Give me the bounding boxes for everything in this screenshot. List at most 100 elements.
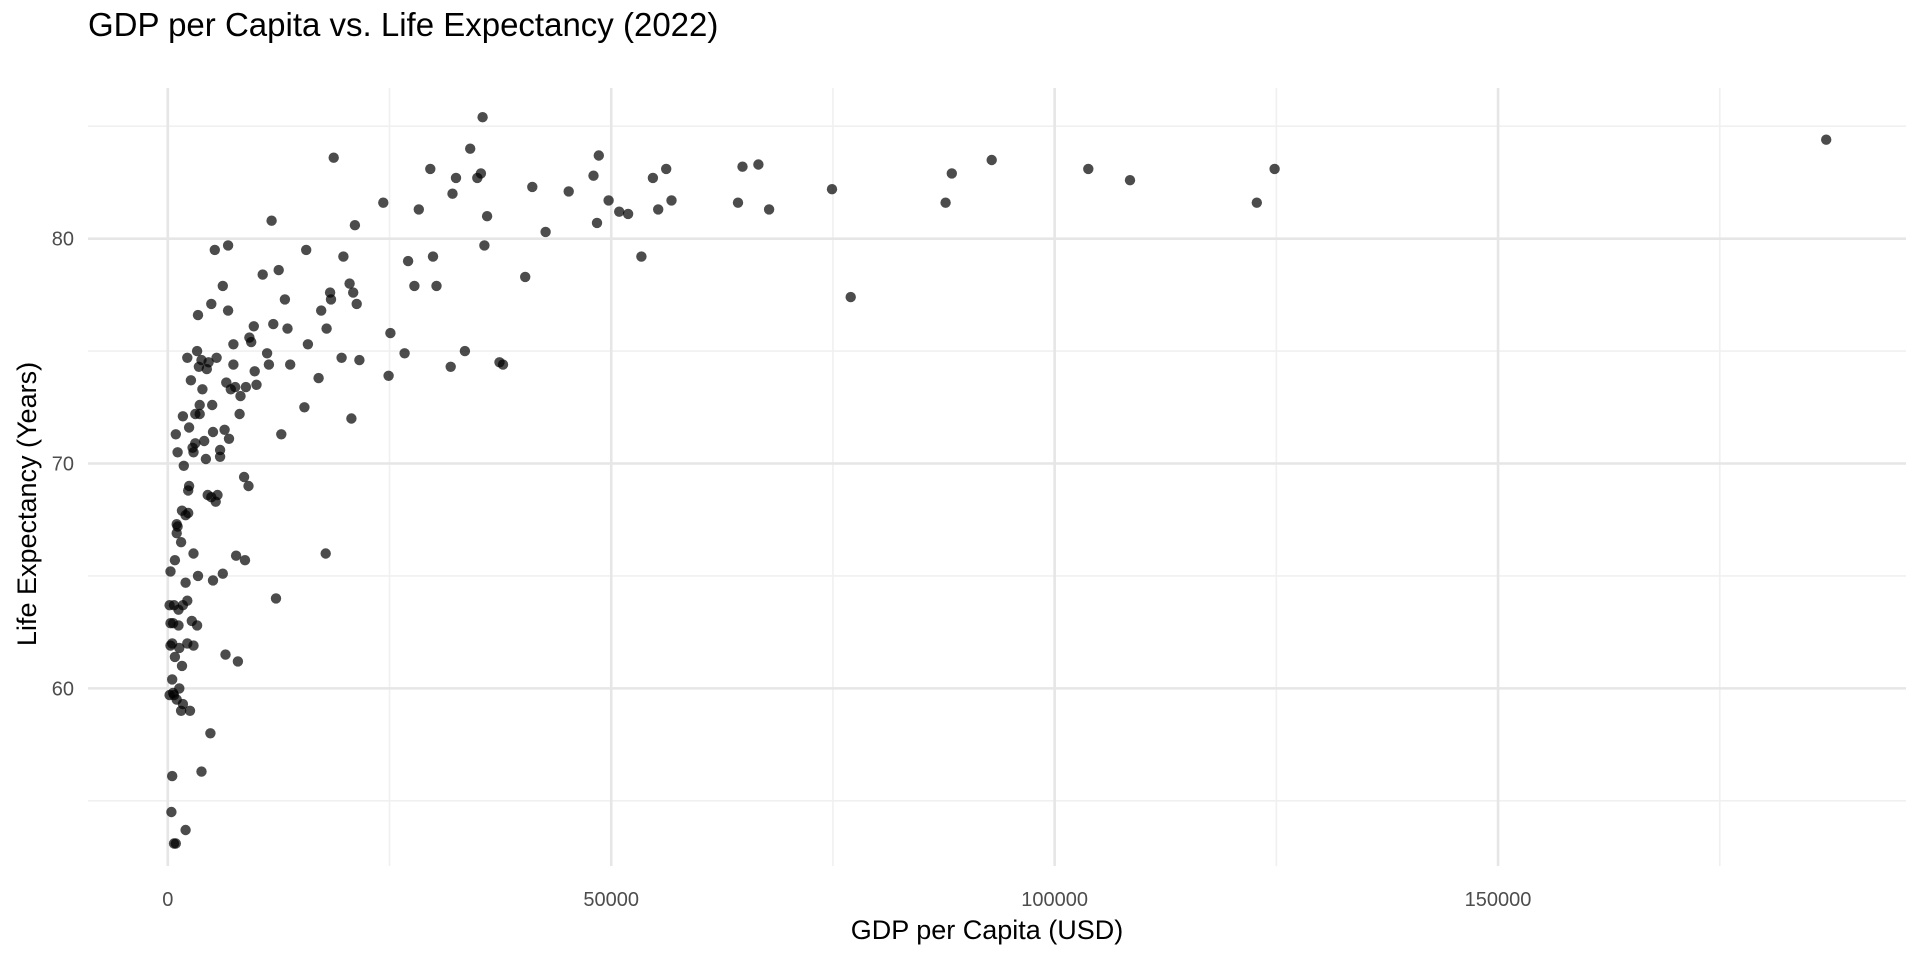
data-point [234, 408, 245, 420]
data-point [425, 163, 436, 175]
data-point [235, 390, 246, 402]
data-point [223, 433, 235, 444]
data-point [540, 226, 551, 238]
data-point [214, 444, 226, 456]
data-point [344, 278, 355, 289]
data-point [450, 172, 462, 184]
data-point [172, 447, 183, 458]
data-point [164, 689, 175, 701]
data-point [184, 705, 196, 716]
data-point [563, 186, 574, 197]
data-point [737, 161, 748, 172]
data-point [192, 570, 204, 582]
data-point [257, 269, 268, 280]
data-point [622, 208, 634, 220]
data-point [445, 361, 456, 372]
data-point [614, 206, 625, 217]
data-point [399, 348, 410, 359]
data-point [591, 217, 603, 229]
data-point [494, 357, 505, 368]
data-point [166, 806, 177, 818]
data-point [176, 505, 188, 516]
data-point [180, 577, 191, 588]
data-point [175, 705, 187, 716]
data-point [199, 435, 210, 447]
data-point [481, 211, 493, 222]
y-tick-label: 60 [52, 678, 74, 700]
data-point [479, 240, 490, 251]
grid-lines [88, 88, 1906, 866]
data-point [301, 244, 312, 256]
data-point [205, 728, 216, 739]
data-point [187, 442, 198, 453]
data-point [251, 379, 262, 390]
data-point [338, 251, 349, 262]
data-point [299, 402, 310, 413]
data-point [196, 766, 207, 777]
x-tick-label: 100000 [1021, 889, 1088, 911]
data-point [1083, 163, 1094, 175]
data-point [647, 172, 659, 184]
data-point [753, 159, 764, 170]
data-point [593, 150, 604, 161]
data-point [402, 255, 414, 267]
x-tick-label: 50000 [583, 889, 639, 911]
data-point [182, 352, 193, 363]
data-point [336, 352, 347, 363]
data-point [666, 195, 677, 206]
data-point [465, 143, 476, 154]
data-point [986, 154, 997, 166]
data-point [313, 372, 324, 384]
data-point [201, 363, 212, 375]
data-point [270, 593, 282, 604]
data-point [243, 480, 254, 492]
data-point [193, 361, 205, 372]
data-point [194, 399, 205, 411]
data-point [197, 384, 208, 395]
data-point [1124, 175, 1136, 186]
data-point [472, 172, 483, 184]
data-point [520, 271, 531, 283]
data-point [169, 555, 181, 566]
data-point [207, 399, 218, 411]
data-point [222, 240, 234, 251]
data-point [324, 287, 336, 298]
data-point [165, 566, 176, 577]
data-point [826, 184, 838, 195]
data-point [192, 309, 204, 321]
chart-title: GDP per Capita vs. Life Expectancy (2022… [88, 6, 719, 43]
data-point [413, 204, 424, 215]
y-axis-tick-labels: 60 70 80 [52, 229, 74, 701]
data-point [316, 305, 327, 316]
data-point [279, 294, 291, 305]
data-point [228, 359, 239, 370]
data-point [168, 838, 180, 849]
data-point [190, 408, 201, 420]
data-point [207, 426, 219, 438]
data-point [285, 359, 296, 370]
data-point [263, 359, 275, 370]
data-point [845, 291, 856, 303]
data-point [321, 323, 332, 334]
data-point [261, 348, 273, 359]
data-point [940, 197, 951, 208]
data-point [170, 429, 181, 440]
data-point [206, 298, 217, 310]
data-point [1821, 134, 1832, 145]
data-point [164, 600, 175, 611]
data-point [217, 280, 228, 292]
data-point [200, 453, 212, 465]
data-point [220, 649, 231, 660]
data-point [346, 413, 357, 424]
data-point [477, 112, 488, 123]
y-axis-title: Life Expectancy (Years) [12, 362, 42, 646]
data-point [222, 305, 234, 316]
data-point [527, 181, 538, 193]
data-point [282, 323, 293, 334]
x-axis-title: GDP per Capita (USD) [851, 915, 1124, 945]
x-tick-label: 150000 [1465, 889, 1532, 911]
data-point [217, 568, 228, 579]
data-point [248, 321, 259, 332]
data-point [244, 332, 255, 343]
data-point [219, 424, 230, 435]
